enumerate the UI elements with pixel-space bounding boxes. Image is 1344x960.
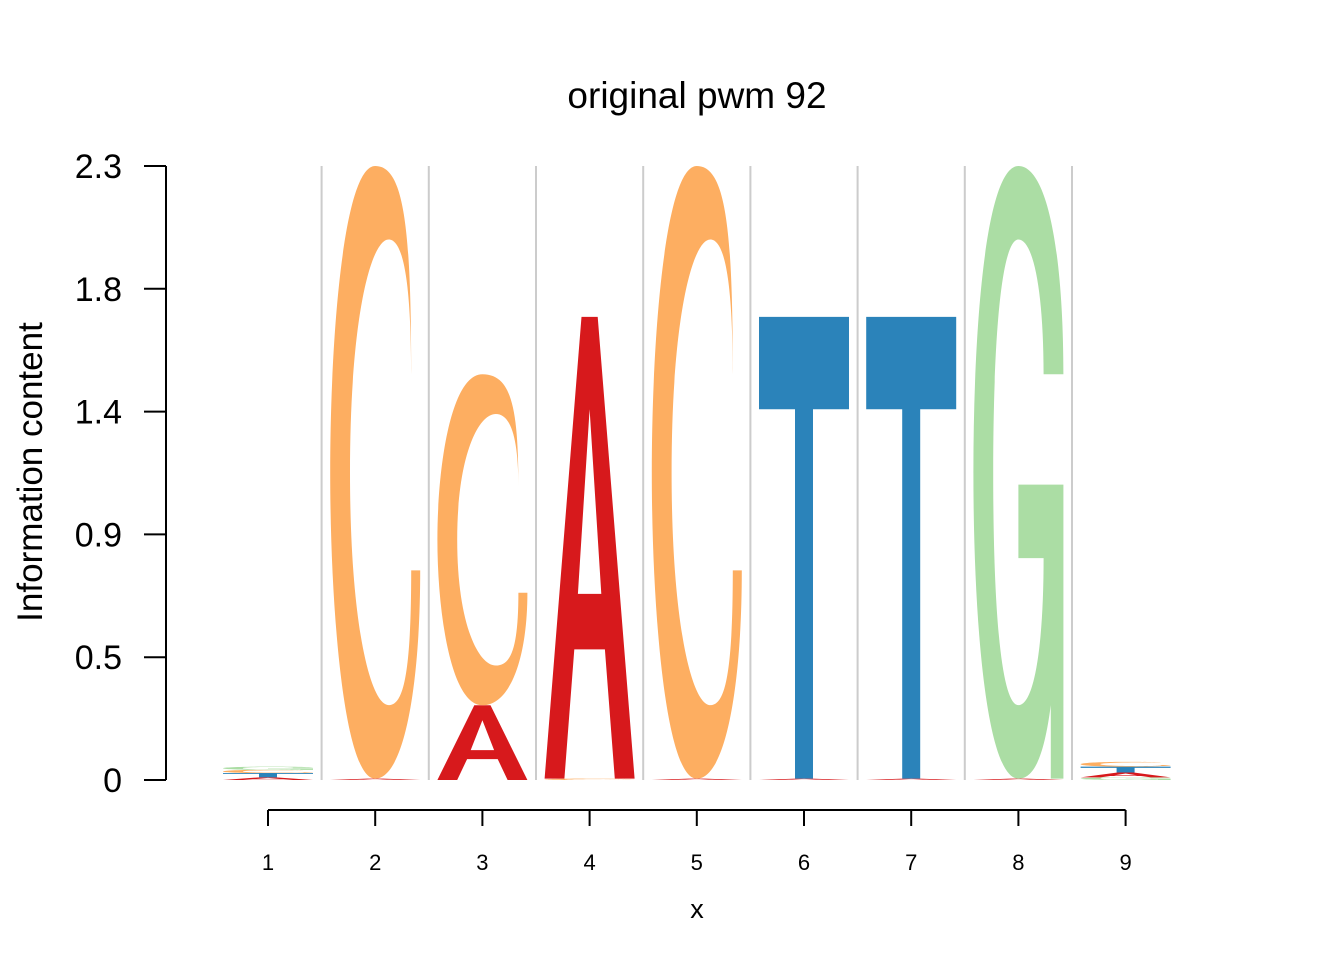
logo-letter-c <box>651 166 742 779</box>
x-tick-label: 1 <box>262 850 274 875</box>
logo-column-7 <box>866 316 957 780</box>
logo-letter-g <box>973 166 1064 779</box>
y-axis-label: Information content <box>11 322 50 622</box>
y-tick-label: 0.5 <box>75 639 122 677</box>
y-tick-label: 2.3 <box>75 148 122 186</box>
y-axis: 0 0.5 0.9 1.4 1.8 2.3 <box>75 148 167 800</box>
logo-column-6 <box>759 316 849 780</box>
x-tick-label: 9 <box>1119 850 1131 875</box>
logo-letter-a <box>437 705 528 780</box>
position-separators <box>320 166 1073 780</box>
logo-letter-t <box>866 316 957 779</box>
logo-letter-c <box>437 374 528 706</box>
logo-letter-a <box>223 777 313 780</box>
logo-letter-a <box>759 778 849 780</box>
logo-letter-a <box>866 778 957 780</box>
logo-column-1 <box>223 766 313 780</box>
x-tick-label: 3 <box>476 850 488 875</box>
x-tick-label: 8 <box>1012 850 1024 875</box>
chart-title: original pwm 92 <box>567 75 826 116</box>
logo-column-5 <box>651 166 742 780</box>
logo-letter-a <box>544 316 635 779</box>
x-tick-label: 7 <box>905 850 917 875</box>
logo-letter-c <box>544 778 635 780</box>
x-tick-label: 4 <box>583 850 595 875</box>
logo-column-4 <box>544 316 635 780</box>
logo-letter-g <box>223 766 313 770</box>
logo-letters <box>223 166 1171 780</box>
x-tick-label: 2 <box>369 850 381 875</box>
logo-column-3 <box>437 374 528 780</box>
logo-letter-a <box>1080 772 1171 778</box>
logo-letter-c <box>1080 761 1171 767</box>
logo-letter-a <box>651 778 742 780</box>
x-axis: 1 2 3 4 5 6 7 8 9 <box>262 809 1132 875</box>
y-tick-label: 1.4 <box>75 394 122 432</box>
logo-letter-a <box>973 778 1064 780</box>
logo-column-8 <box>973 166 1064 780</box>
logo-letter-t <box>223 773 313 778</box>
logo-letter-t <box>1080 766 1171 773</box>
logo-column-9 <box>1080 761 1171 780</box>
logo-letter-a <box>330 778 421 780</box>
logo-letter-t <box>759 316 849 779</box>
x-axis-label: x <box>690 894 704 924</box>
x-tick-label: 5 <box>691 850 703 875</box>
y-tick-label: 0.9 <box>75 516 122 554</box>
logo-letter-c <box>330 166 421 779</box>
logo-column-2 <box>330 166 421 780</box>
logo-letter-c <box>223 769 313 774</box>
logo-letter-g <box>1080 777 1171 780</box>
x-tick-label: 6 <box>798 850 810 875</box>
y-tick-label: 1.8 <box>75 271 122 309</box>
y-tick-label: 0 <box>103 762 122 800</box>
